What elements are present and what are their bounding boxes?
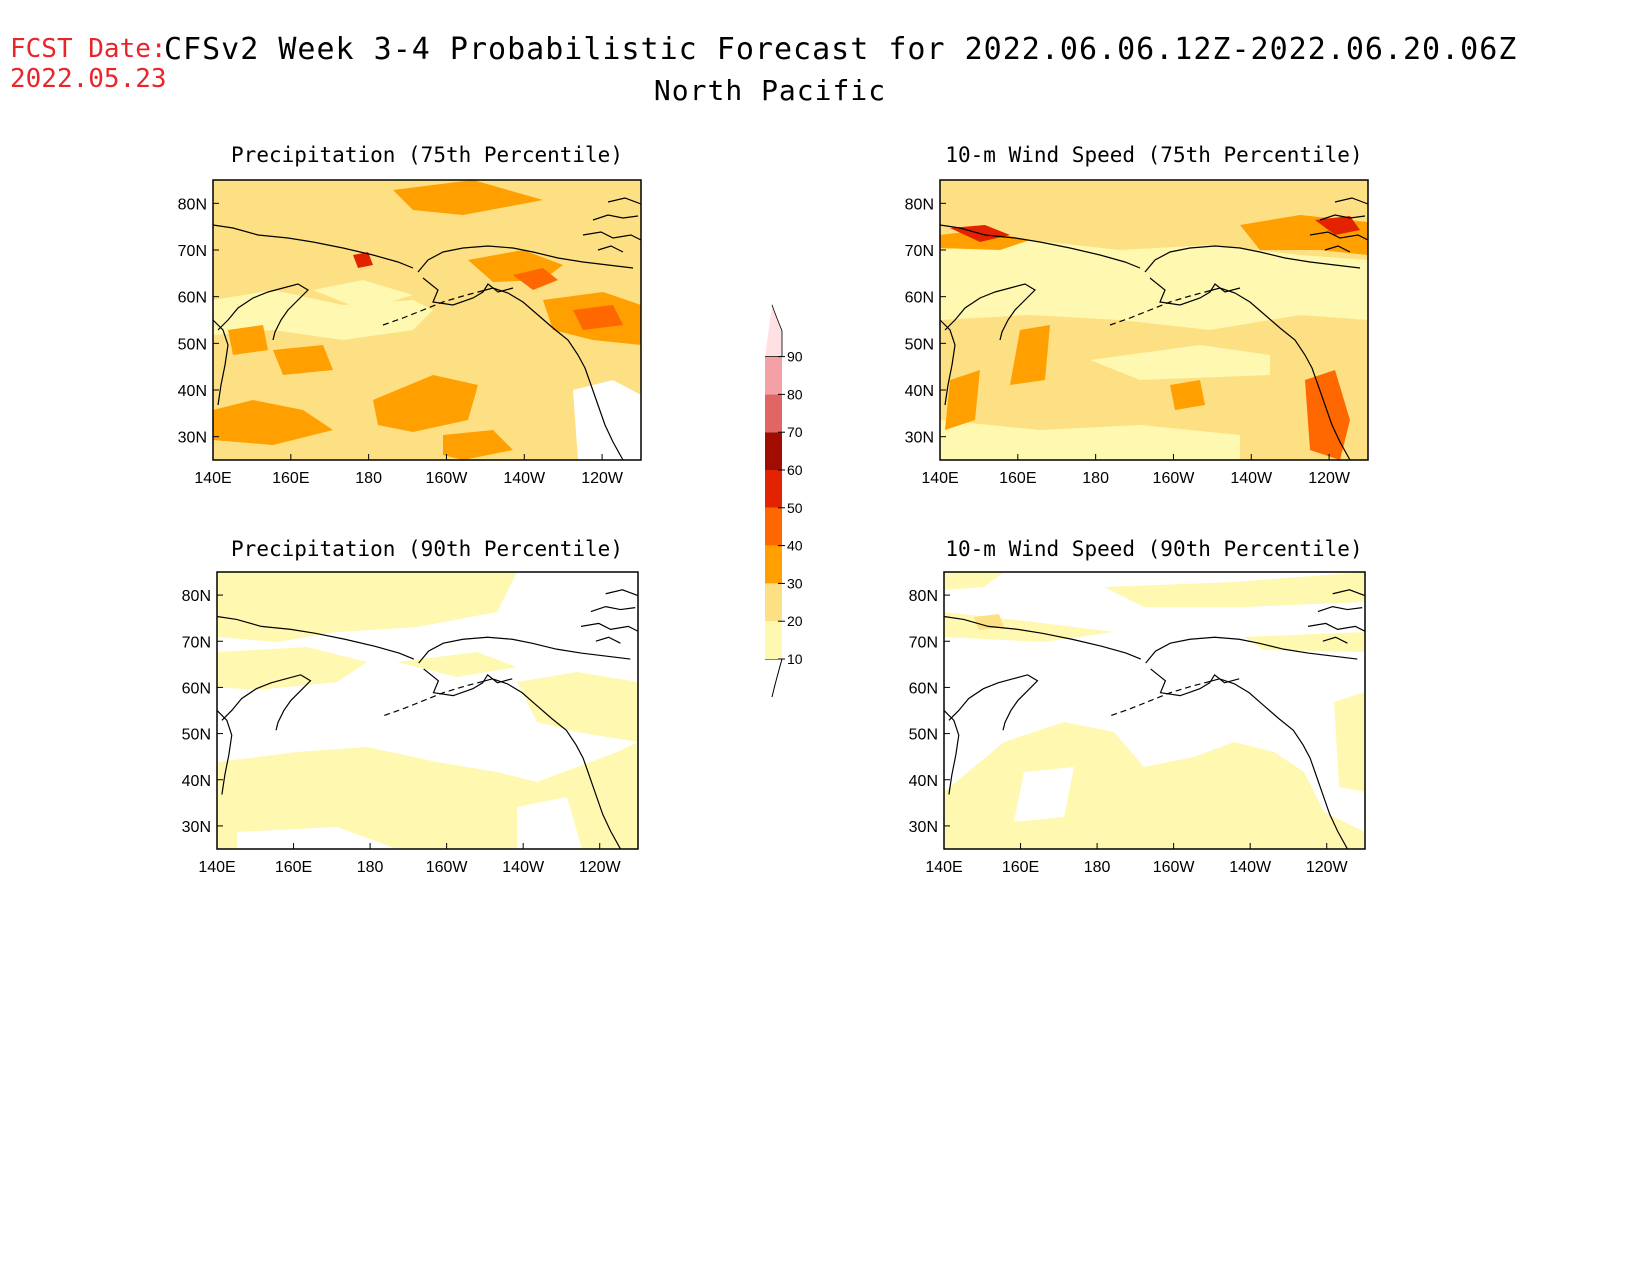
forecast-date-value: 2022.05.23 bbox=[10, 64, 167, 94]
lat-label: 80N bbox=[905, 196, 934, 213]
lon-label: 160W bbox=[426, 859, 469, 876]
region-subtitle: North Pacific bbox=[653, 74, 887, 107]
lon-label: 140W bbox=[502, 859, 545, 876]
lon-label: 120W bbox=[1306, 859, 1349, 876]
panel-title-precip-90: Precipitation (90th Percentile) bbox=[231, 537, 623, 561]
lat-label: 40N bbox=[182, 773, 211, 790]
lat-label: 50N bbox=[905, 336, 934, 353]
map-precip-75 bbox=[212, 179, 642, 461]
lat-label: 30N bbox=[909, 819, 938, 836]
lon-label: 160E bbox=[999, 470, 1036, 487]
lat-label: 50N bbox=[909, 727, 938, 744]
colorbar-swatch bbox=[765, 470, 782, 508]
lat-label: 40N bbox=[905, 383, 934, 400]
colorbar-label: 40 bbox=[787, 538, 803, 554]
colorbar-tail-bottom bbox=[765, 658, 783, 698]
colorbar-label: 10 bbox=[787, 651, 803, 667]
colorbar-legend: 10 20 30 40 50 60 70 80 90 bbox=[765, 304, 803, 698]
lon-label: 160W bbox=[426, 470, 469, 487]
lon-label: 160E bbox=[275, 859, 312, 876]
lat-label: 60N bbox=[905, 290, 934, 307]
lat-label: 80N bbox=[182, 588, 211, 605]
lon-label: 120W bbox=[579, 859, 622, 876]
lat-label: 60N bbox=[182, 680, 211, 697]
map-precip-90 bbox=[216, 571, 639, 850]
map-canvas: 80N 70N 60N 50N 40N 30N 140E 160E 180 160W 140W 120… bbox=[178, 179, 1369, 876]
lon-label: 120W bbox=[581, 470, 624, 487]
lat-label: 30N bbox=[182, 819, 211, 836]
colorbar-swatch bbox=[765, 507, 782, 546]
lat-label: 40N bbox=[178, 383, 207, 400]
lat-label: 70N bbox=[909, 634, 938, 651]
colorbar-swatch bbox=[765, 583, 782, 622]
lon-label: 140E bbox=[925, 859, 962, 876]
lon-label: 180 bbox=[355, 470, 382, 487]
colorbar-swatch bbox=[765, 304, 783, 357]
lon-label: 160W bbox=[1153, 859, 1196, 876]
lat-label: 80N bbox=[909, 588, 938, 605]
lat-label: 70N bbox=[905, 243, 934, 260]
colorbar-swatch bbox=[765, 356, 782, 395]
lon-label: 160E bbox=[272, 470, 309, 487]
lon-label: 120W bbox=[1308, 470, 1351, 487]
panel-title-wind-90: 10-m Wind Speed (90th Percentile) bbox=[945, 537, 1363, 561]
lat-label: 40N bbox=[909, 773, 938, 790]
lat-label: 70N bbox=[178, 243, 207, 260]
lat-label: 30N bbox=[178, 430, 207, 447]
lat-label: 70N bbox=[182, 634, 211, 651]
lon-label: 140E bbox=[198, 859, 235, 876]
colorbar-swatch bbox=[765, 394, 782, 433]
forecast-date-label: FCST Date: bbox=[10, 34, 167, 64]
colorbar-swatch bbox=[765, 621, 782, 659]
lat-label: 50N bbox=[178, 336, 207, 353]
lon-label: 140W bbox=[1229, 859, 1272, 876]
colorbar-label: 70 bbox=[787, 424, 803, 440]
lon-label: 180 bbox=[1082, 470, 1109, 487]
lat-label: 80N bbox=[178, 196, 207, 213]
map-wind-75 bbox=[939, 179, 1369, 461]
colorbar-label: 60 bbox=[787, 462, 803, 478]
forecast-date: FCST Date: 2022.05.23 bbox=[10, 34, 167, 94]
lon-label: 140W bbox=[1230, 470, 1273, 487]
panel-title-wind-75: 10-m Wind Speed (75th Percentile) bbox=[945, 143, 1363, 167]
lat-label: 30N bbox=[905, 430, 934, 447]
lon-label: 180 bbox=[1084, 859, 1111, 876]
lat-label: 60N bbox=[909, 680, 938, 697]
colorbar-swatch bbox=[765, 432, 782, 470]
map-wind-90 bbox=[943, 571, 1366, 850]
lat-label: 50N bbox=[182, 727, 211, 744]
colorbar-swatch bbox=[765, 545, 782, 584]
lon-label: 160W bbox=[1153, 470, 1196, 487]
lon-label: 160E bbox=[1002, 859, 1039, 876]
colorbar-label: 50 bbox=[787, 500, 803, 516]
page-title: CFSv2 Week 3-4 Probabilistic Forecast fo… bbox=[164, 32, 1518, 67]
lon-label: 140E bbox=[921, 470, 958, 487]
colorbar-label: 20 bbox=[787, 613, 803, 629]
lon-label: 140W bbox=[503, 470, 546, 487]
lon-label: 140E bbox=[194, 470, 231, 487]
colorbar-label: 80 bbox=[787, 386, 803, 402]
colorbar-label: 90 bbox=[787, 349, 803, 365]
lon-label: 180 bbox=[357, 859, 384, 876]
colorbar-label: 30 bbox=[787, 575, 803, 591]
lat-label: 60N bbox=[178, 290, 207, 307]
panel-title-precip-75: Precipitation (75th Percentile) bbox=[231, 143, 623, 167]
